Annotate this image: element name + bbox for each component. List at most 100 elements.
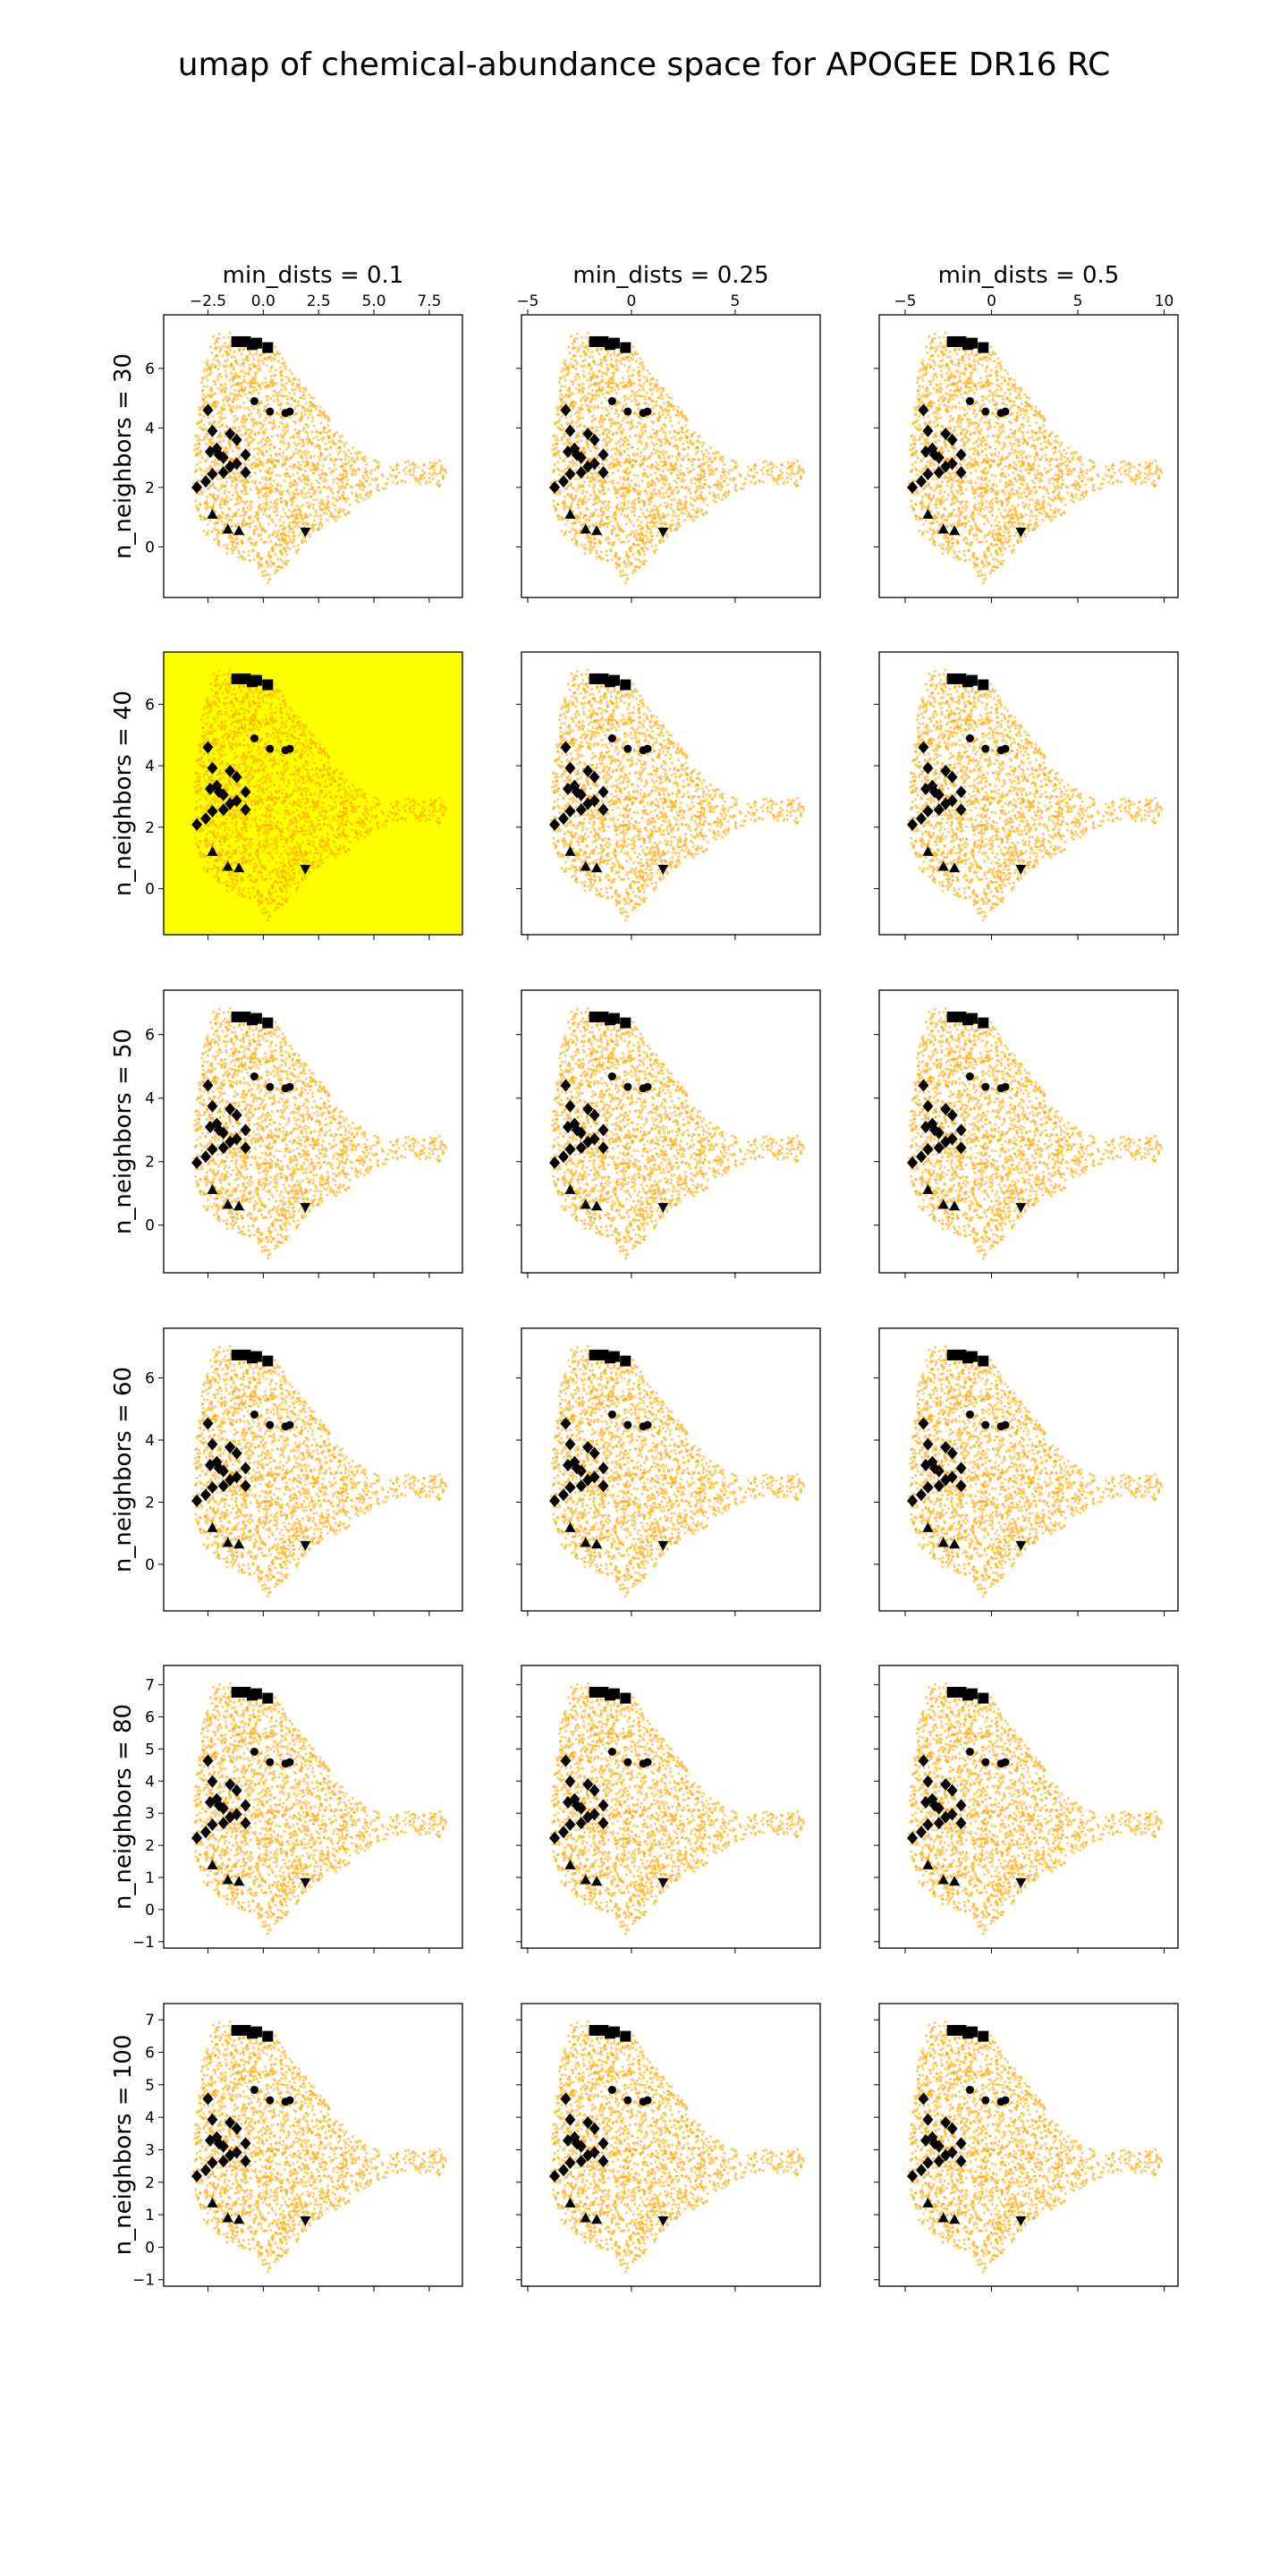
population-point: [800, 474, 802, 477]
population-point: [247, 441, 250, 444]
population-point: [210, 484, 213, 487]
population-point: [633, 536, 636, 538]
population-point: [688, 512, 691, 514]
population-point: [651, 399, 654, 402]
population-point: [337, 490, 340, 493]
population-point: [587, 332, 589, 335]
population-point: [624, 471, 627, 474]
population-point: [265, 504, 267, 506]
population-point: [251, 354, 254, 357]
population-point: [433, 469, 436, 471]
x-tick-label: 0.0: [251, 292, 275, 310]
population-point: [603, 428, 606, 431]
population-point: [246, 500, 249, 503]
population-point: [656, 521, 658, 523]
population-point: [642, 366, 645, 369]
population-point: [330, 459, 333, 462]
population-point: [638, 485, 640, 487]
population-point: [640, 455, 642, 458]
population-point: [293, 535, 296, 538]
population-point: [360, 458, 363, 461]
population-point: [249, 509, 251, 512]
population-point: [367, 491, 369, 494]
population-point: [606, 364, 609, 367]
population-point: [319, 477, 322, 479]
population-point: [578, 412, 580, 415]
population-point: [259, 526, 262, 529]
population-point: [314, 514, 317, 517]
population-point: [346, 479, 349, 481]
population-point: [301, 541, 304, 544]
population-point: [345, 483, 348, 486]
population-point: [785, 472, 788, 475]
population-point: [588, 410, 590, 412]
population-point: [646, 380, 648, 383]
population-point: [265, 573, 267, 576]
population-point: [371, 478, 374, 480]
population-point: [338, 446, 341, 449]
population-point: [669, 419, 672, 422]
population-point: [691, 433, 694, 436]
population-point: [624, 581, 627, 584]
population-point: [767, 469, 769, 471]
population-point: [281, 436, 284, 439]
population-point: [258, 364, 260, 367]
population-point: [559, 404, 562, 407]
population-point: [321, 469, 324, 471]
population-point: [261, 464, 264, 467]
population-point: [267, 468, 270, 470]
population-point: [295, 552, 298, 555]
population-point: [589, 494, 592, 496]
population-point: [661, 397, 664, 400]
population-point: [615, 392, 618, 394]
population-point: [200, 474, 203, 477]
population-point: [667, 513, 670, 516]
population-point: [242, 348, 245, 351]
population-point: [279, 366, 282, 369]
population-point: [349, 464, 352, 467]
population-point: [622, 483, 624, 486]
population-point: [332, 481, 335, 484]
population-point: [692, 508, 695, 511]
population-point: [769, 462, 772, 465]
population-point: [339, 458, 342, 461]
population-point: [661, 427, 664, 429]
population-point: [639, 553, 641, 555]
population-point: [670, 498, 673, 501]
population-point: [338, 486, 341, 488]
population-point: [699, 435, 701, 437]
population-point: [319, 490, 322, 493]
population-point: [205, 395, 208, 398]
population-point: [588, 386, 590, 388]
population-point: [309, 396, 312, 399]
population-point: [225, 346, 227, 349]
population-point: [274, 487, 276, 490]
population-point: [409, 463, 411, 466]
population-point: [268, 516, 271, 519]
population-point: [776, 482, 779, 485]
population-point: [657, 390, 659, 393]
population-point: [203, 385, 206, 387]
population-point: [345, 470, 348, 472]
population-point: [248, 373, 250, 376]
population-point: [342, 462, 344, 465]
population-point: [318, 502, 321, 504]
population-point: [267, 471, 269, 474]
population-point: [275, 490, 277, 493]
population-point: [226, 359, 229, 361]
population-point: [267, 495, 269, 497]
population-point: [291, 384, 293, 386]
population-point: [665, 435, 667, 437]
population-point: [231, 515, 233, 518]
population-point: [659, 460, 662, 462]
population-point: [236, 375, 239, 377]
population-point: [374, 477, 377, 479]
population-point: [591, 415, 594, 418]
population-point: [292, 491, 294, 494]
population-point: [616, 385, 619, 387]
population-point: [343, 470, 345, 472]
population-point: [634, 460, 637, 462]
population-point: [677, 518, 680, 521]
population-point: [628, 518, 631, 521]
panel-r0-c0: −2.5 0.0 2.5 5.0 7.50246min_dists = 0.1n_nei…: [110, 262, 462, 603]
